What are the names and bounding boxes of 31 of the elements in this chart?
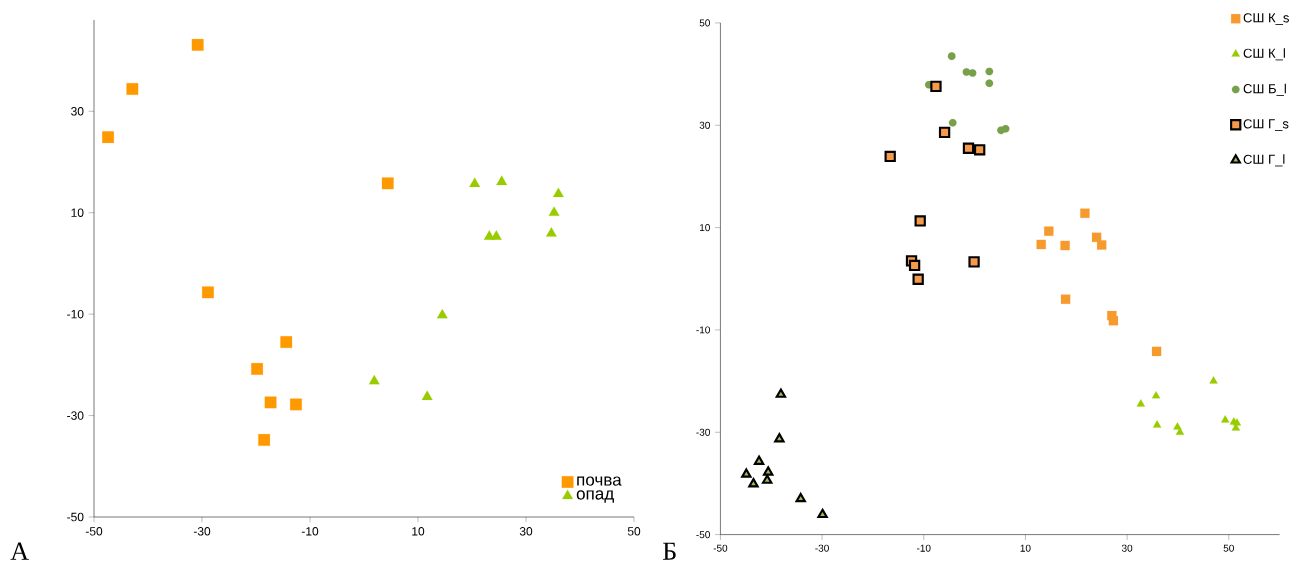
x-tick-label: -50 bbox=[85, 527, 103, 536]
y-tick-label: -10 bbox=[696, 326, 710, 334]
x-tick-label: -30 bbox=[193, 527, 211, 536]
legend-label: опад bbox=[576, 490, 614, 503]
legend-label: почва bbox=[577, 476, 622, 486]
y-tick-label: -30 bbox=[696, 428, 710, 436]
legend-label: СШ Г_l bbox=[1243, 154, 1285, 167]
x-tick-label: -10 bbox=[301, 527, 319, 536]
x-tick-label: 30 bbox=[519, 527, 533, 536]
text: Б bbox=[663, 542, 676, 560]
y-tick-label: 10 bbox=[699, 224, 710, 232]
y-tick-label: 30 bbox=[71, 107, 84, 116]
x-tick-label: -30 bbox=[815, 544, 829, 552]
x-tick-label: -50 bbox=[713, 544, 728, 552]
legend-label: СШ К_s bbox=[1243, 13, 1289, 25]
legend-label: СШ Г_s bbox=[1243, 119, 1289, 131]
x-tick-label: 10 bbox=[1020, 544, 1031, 552]
x-tick-label: 10 bbox=[412, 527, 425, 536]
y-tick-label: -10 bbox=[67, 309, 84, 319]
y-tick-label: 30 bbox=[699, 121, 710, 129]
y-tick-label: -30 bbox=[67, 411, 84, 420]
x-tick-label: 50 bbox=[1223, 544, 1234, 552]
y-tick-label: -50 bbox=[67, 512, 84, 522]
x-tick-label: -10 bbox=[916, 544, 931, 552]
y-tick-label: 50 bbox=[699, 19, 710, 27]
text: А bbox=[10, 542, 29, 560]
x-tick-label: 50 bbox=[627, 527, 641, 536]
legend-label: СШ К_l bbox=[1243, 48, 1285, 61]
x-tick-label: 30 bbox=[1121, 544, 1133, 552]
y-tick-label: 10 bbox=[71, 208, 84, 217]
legend-label: СШ Б_l bbox=[1243, 83, 1286, 96]
